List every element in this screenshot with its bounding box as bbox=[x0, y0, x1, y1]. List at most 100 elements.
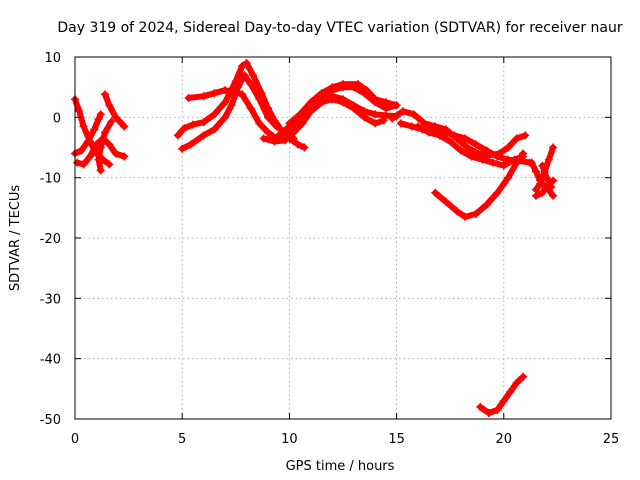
x-axis-label: GPS time / hours bbox=[286, 459, 395, 474]
data-point-marker bbox=[317, 95, 326, 104]
data-point-marker bbox=[272, 122, 281, 131]
data-point-marker bbox=[73, 158, 82, 167]
data-point-marker bbox=[96, 143, 105, 152]
data-point-marker bbox=[101, 90, 110, 99]
data-point-marker bbox=[461, 212, 470, 221]
data-point-marker bbox=[538, 161, 547, 170]
data-point-marker bbox=[259, 134, 268, 143]
data-point-marker bbox=[349, 101, 358, 110]
data-point-marker bbox=[184, 94, 193, 103]
series-arc-19 bbox=[538, 161, 555, 191]
data-point-marker bbox=[188, 120, 197, 129]
x-tick-label: 15 bbox=[388, 432, 405, 447]
data-point-marker bbox=[519, 152, 528, 161]
x-tick-labels: 0 5 10 15 20 25 bbox=[71, 432, 619, 447]
data-point-marker bbox=[478, 155, 487, 164]
data-point-marker bbox=[484, 408, 493, 417]
data-point-marker bbox=[285, 119, 294, 128]
data-point-marker bbox=[240, 71, 249, 80]
data-point-marker bbox=[90, 125, 99, 134]
data-point-marker bbox=[210, 89, 219, 98]
data-point-marker bbox=[381, 111, 390, 120]
data-point-marker bbox=[499, 161, 508, 170]
data-point-marker bbox=[424, 128, 433, 137]
data-point-marker bbox=[441, 197, 450, 206]
data-point-marker bbox=[388, 114, 397, 123]
data-point-marker bbox=[111, 149, 120, 158]
data-point-marker bbox=[549, 191, 558, 200]
y-tick-label: -20 bbox=[40, 232, 61, 247]
data-point-marker bbox=[75, 107, 84, 116]
y-axis-label: SDTVAR / TECUs bbox=[8, 185, 23, 292]
y-tick-label: 0 bbox=[53, 111, 61, 126]
data-point-marker bbox=[339, 80, 347, 89]
data-point-marker bbox=[482, 200, 491, 209]
data-point-marker bbox=[105, 160, 114, 169]
data-point-marker bbox=[300, 143, 309, 152]
data-point-marker bbox=[79, 160, 88, 169]
y-tick-labels: -50 -40 -30 -20 -10 0 10 bbox=[40, 51, 61, 428]
series-trace bbox=[102, 91, 128, 130]
data-point-marker bbox=[371, 95, 380, 104]
y-tick-label: -50 bbox=[40, 413, 61, 428]
x-tick-label: 5 bbox=[178, 432, 186, 447]
data-point-marker bbox=[471, 209, 480, 218]
data-point-marker bbox=[96, 166, 105, 175]
data-point-marker bbox=[199, 118, 208, 127]
data-point-marker bbox=[536, 179, 545, 188]
data-point-marker bbox=[120, 122, 129, 131]
data-point-marker bbox=[210, 125, 219, 134]
data-point-marker bbox=[538, 188, 547, 197]
data-point-marker bbox=[248, 71, 257, 80]
data-point-marker bbox=[512, 378, 521, 387]
data-point-marker bbox=[274, 131, 283, 140]
data-point-marker bbox=[79, 122, 88, 131]
data-point-marker bbox=[255, 119, 264, 128]
data-point-marker bbox=[94, 115, 103, 124]
data-point-marker bbox=[83, 137, 92, 146]
data-point-marker bbox=[463, 143, 472, 152]
data-point-marker bbox=[120, 152, 129, 161]
data-point-marker bbox=[227, 101, 236, 110]
data-point-marker bbox=[544, 155, 553, 164]
data-point-marker bbox=[242, 59, 251, 68]
data-point-marker bbox=[94, 155, 103, 164]
data-point-marker bbox=[531, 167, 540, 176]
data-point-marker bbox=[493, 188, 502, 197]
data-point-marker bbox=[435, 131, 444, 140]
data-series bbox=[71, 59, 558, 417]
axis-ticks bbox=[74, 56, 612, 420]
data-point-marker bbox=[489, 158, 498, 167]
data-point-marker bbox=[105, 101, 114, 110]
data-point-marker bbox=[446, 137, 455, 146]
data-point-marker bbox=[238, 62, 247, 71]
y-tick-label: -30 bbox=[40, 292, 61, 307]
data-point-marker bbox=[221, 98, 230, 107]
data-point-marker bbox=[471, 140, 480, 149]
data-point-marker bbox=[362, 86, 371, 95]
data-point-marker bbox=[306, 101, 315, 110]
x-tick-label: 25 bbox=[603, 432, 620, 447]
data-point-marker bbox=[450, 131, 459, 140]
data-point-marker bbox=[546, 182, 555, 191]
series-arc-20 bbox=[476, 372, 528, 417]
data-point-marker bbox=[270, 137, 279, 146]
data-point-marker bbox=[493, 405, 502, 414]
data-point-marker bbox=[414, 122, 423, 131]
data-point-marker bbox=[452, 206, 461, 215]
data-point-marker bbox=[298, 119, 307, 128]
data-point-marker bbox=[229, 87, 238, 96]
data-point-marker bbox=[107, 117, 116, 126]
data-point-marker bbox=[221, 86, 230, 95]
data-point-marker bbox=[233, 83, 242, 92]
data-point-marker bbox=[263, 113, 272, 122]
data-point-marker bbox=[354, 80, 363, 89]
data-point-marker bbox=[512, 134, 521, 143]
data-point-marker bbox=[246, 80, 255, 89]
y-tick-label: -10 bbox=[40, 172, 61, 187]
data-point-marker bbox=[293, 140, 302, 149]
data-point-marker bbox=[521, 131, 530, 140]
data-point-marker bbox=[360, 107, 369, 116]
data-point-marker bbox=[542, 173, 551, 182]
data-point-marker bbox=[199, 92, 208, 101]
